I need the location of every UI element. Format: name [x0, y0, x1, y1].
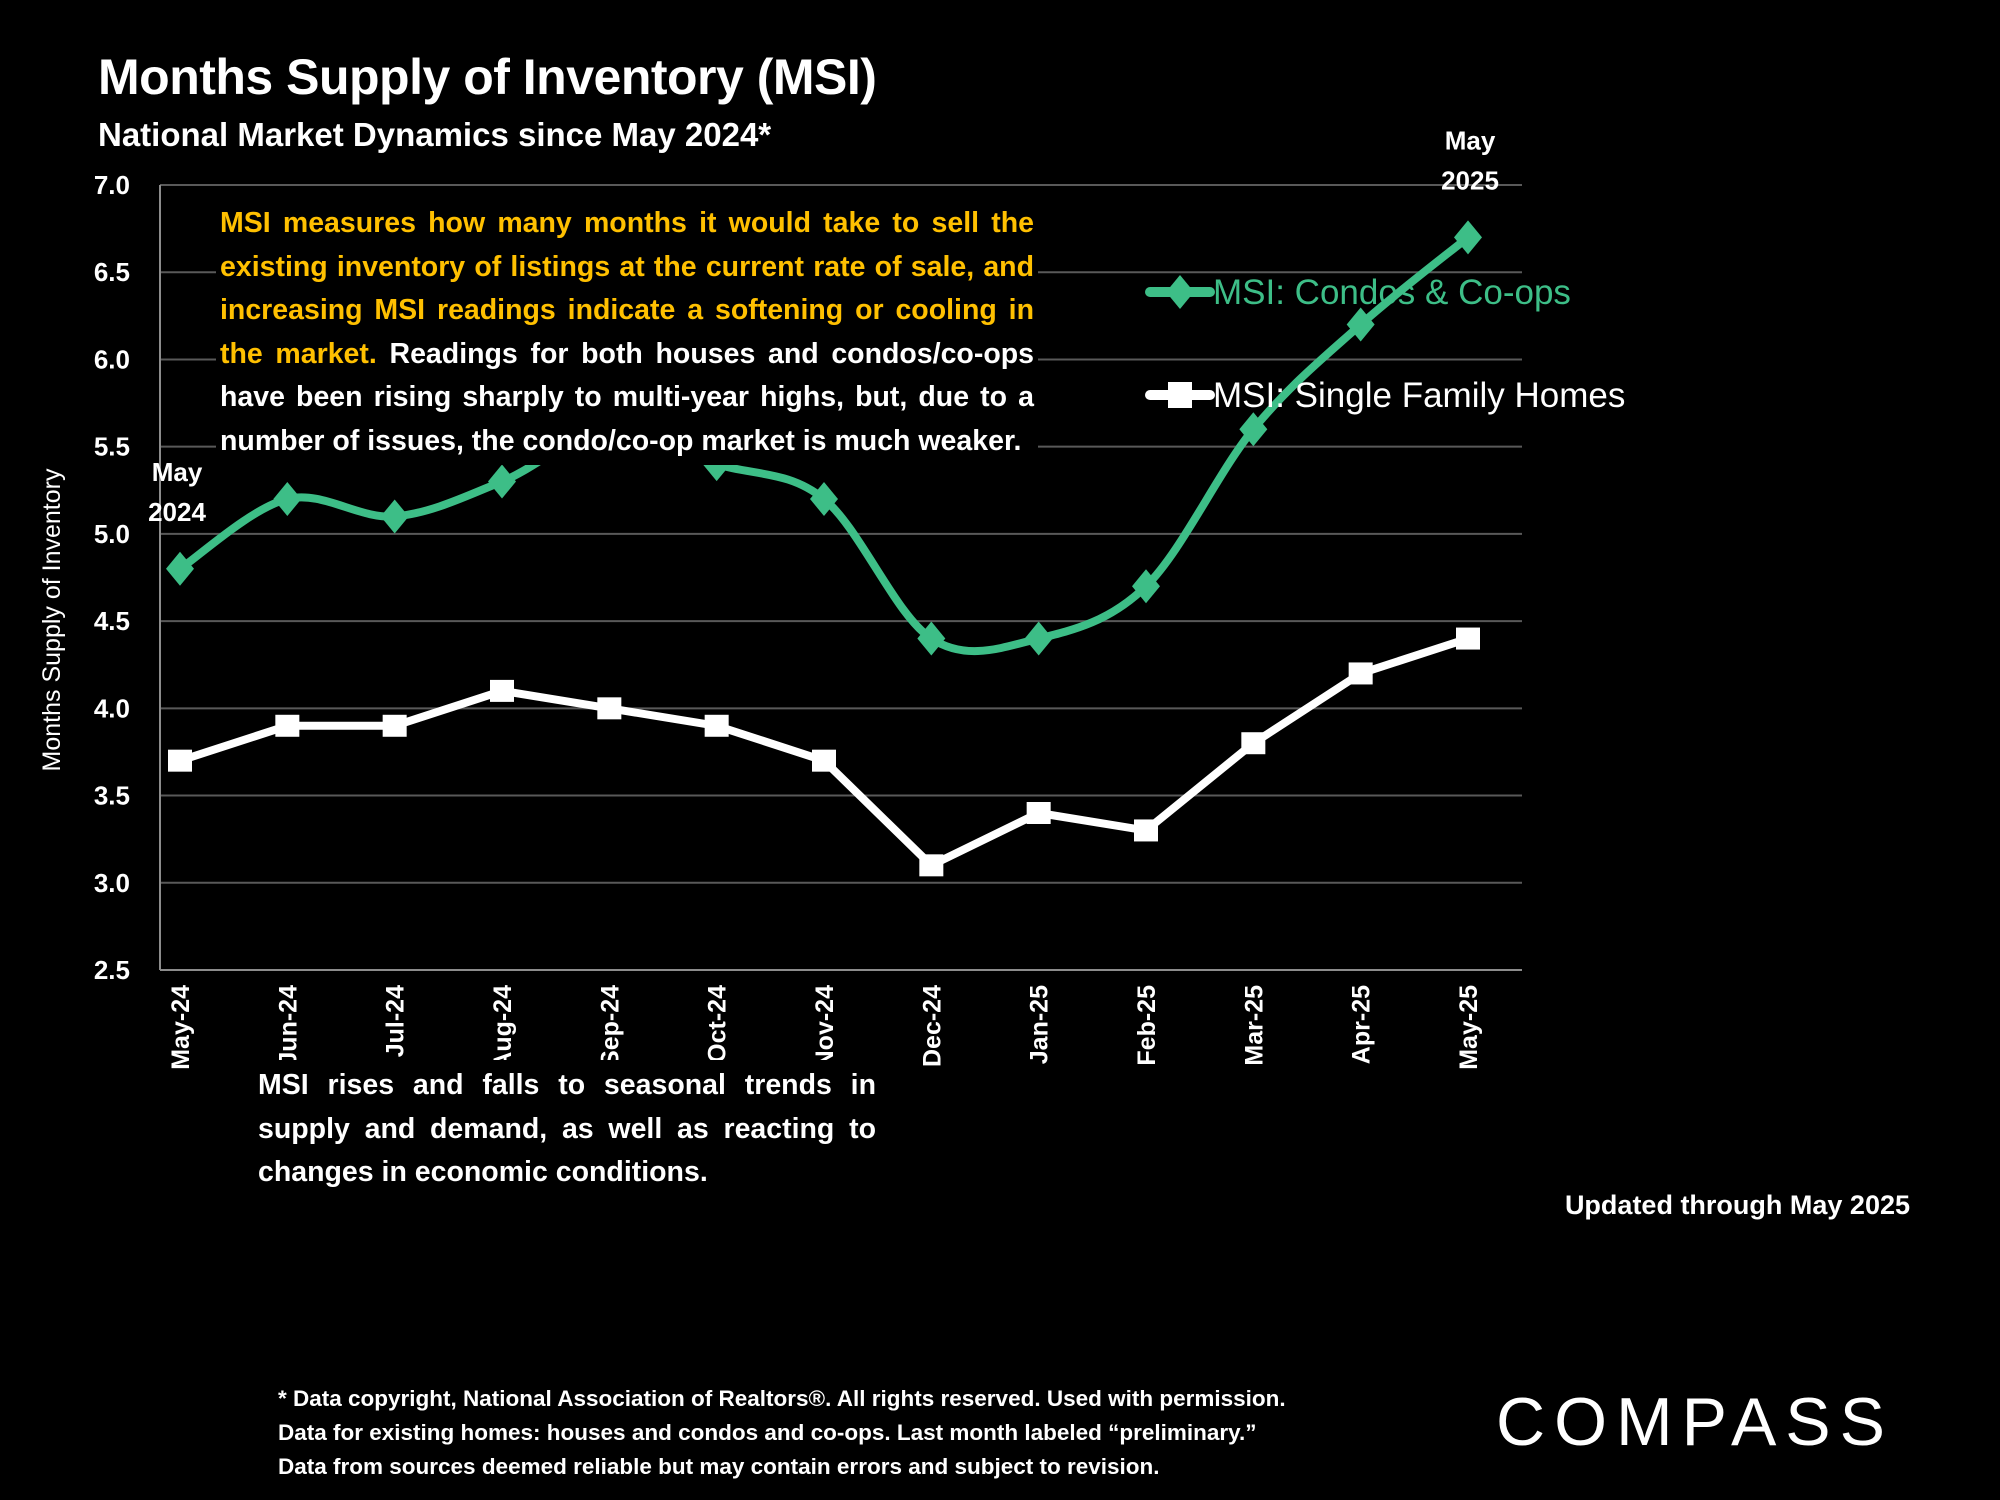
condos-data-point [1454, 220, 1482, 255]
legend-square-icon [1168, 382, 1192, 408]
footnote-line-3: Data from sources deemed reliable but ma… [278, 1454, 1160, 1479]
msi-definition-note: MSI measures how many months it would ta… [216, 200, 1038, 465]
legend-label: MSI: Single Family Homes [1213, 376, 1625, 415]
x-tick-label: Aug-24 [489, 985, 517, 1070]
y-tick-label: 4.5 [94, 606, 130, 636]
sfh-data-point [1241, 732, 1266, 755]
condos-data-point [917, 621, 946, 656]
x-tick-label: Oct-24 [704, 985, 732, 1063]
x-tick-labels: May-24 Jun-24 Jul-24 Aug-24 Sep-24 Oct-24 Nov-… [167, 985, 1483, 1070]
condos-data-point [1346, 307, 1375, 342]
annotations: May 2024 May 2025 [148, 125, 1499, 526]
y-tick-label: 4.0 [94, 693, 130, 723]
sfh-data-point [812, 749, 836, 772]
y-tick-label: 5.5 [94, 432, 130, 462]
sfh-data-point [490, 679, 514, 702]
sfh-data-point [275, 714, 300, 737]
x-tick-label: Feb-25 [1133, 985, 1161, 1066]
y-tick-label: 2.5 [94, 955, 130, 985]
condos-data-point [488, 464, 516, 499]
x-tick-label: May-24 [167, 985, 195, 1070]
y-tick-label: 3.0 [94, 868, 130, 898]
condos-data-point [810, 482, 838, 516]
seasonal-trends-note: MSI rises and falls to seasonal trends i… [258, 1060, 876, 1199]
x-tick-label: Sep-24 [596, 985, 624, 1067]
endpoint-annotation: 2024 [148, 497, 206, 527]
endpoint-annotation: 2025 [1441, 165, 1499, 195]
sfh-data-point [1456, 627, 1480, 650]
condos-data-point [1239, 412, 1268, 447]
y-tick-label: 7.0 [94, 170, 130, 200]
endpoint-annotation: May [1445, 125, 1496, 155]
y-tick-labels: 2.5 3.0 3.5 4.0 4.5 5.0 5.5 6.0 6.5 7.0 [94, 170, 130, 985]
sfh-data-point [597, 697, 622, 720]
updated-note: Updated through May 2025 [1564, 1190, 1910, 1220]
legend: MSI: Condos & Co-ops MSI: Single Family H… [1145, 273, 1625, 415]
x-tick-label: Jul-24 [382, 985, 410, 1057]
sfh-data-point [1348, 662, 1373, 685]
chart-title: Months Supply of Inventory (MSI) [98, 49, 877, 105]
compass-logo: COMPASS [1496, 1384, 1895, 1460]
x-tick-label: Jan-25 [1026, 985, 1054, 1064]
condos-data-point [1024, 621, 1053, 656]
condos-data-point [380, 499, 409, 534]
x-tick-label: Dec-24 [918, 985, 946, 1067]
sfh-data-point [1134, 819, 1158, 842]
condos-data-point [1132, 569, 1160, 604]
x-tick-label: May-25 [1455, 985, 1483, 1070]
footnote-line-2: Data for existing homes: houses and cond… [278, 1420, 1257, 1445]
sfh-data-point [168, 749, 192, 772]
sfh-data-point [704, 714, 729, 737]
msi-definition-highlight: MSI measures how many months it would ta… [220, 207, 1034, 370]
x-tick-label: Mar-25 [1240, 985, 1268, 1066]
endpoint-annotation: May [152, 457, 203, 487]
footnote-line-1: * Data copyright, National Association o… [278, 1386, 1286, 1411]
y-tick-label: 5.0 [94, 519, 130, 549]
sfh-data-point [1026, 802, 1051, 824]
condos-data-point [166, 551, 194, 586]
legend-label: MSI: Condos & Co-ops [1213, 273, 1571, 312]
sfh-data-point [382, 714, 407, 737]
axes [159, 185, 1522, 971]
footnote: * Data copyright, National Association o… [278, 1382, 1286, 1484]
condos-data-point [273, 482, 302, 516]
msi-definition-body: Readings for both houses and condos/co-o… [220, 337, 1034, 457]
y-axis-label: Months Supply of Inventory [38, 468, 66, 771]
legend-diamond-icon [1166, 275, 1194, 309]
series-group [166, 220, 1482, 877]
y-tick-label: 6.0 [94, 344, 130, 374]
y-tick-label: 6.5 [94, 257, 130, 287]
y-tick-label: 3.5 [94, 781, 130, 811]
chart-subtitle: National Market Dynamics since May 2024* [98, 116, 772, 153]
sfh-data-point [919, 854, 944, 877]
x-tick-label: Apr-25 [1348, 985, 1376, 1064]
x-tick-label: Jun-24 [274, 985, 302, 1066]
x-tick-label: Nov-24 [811, 985, 839, 1068]
